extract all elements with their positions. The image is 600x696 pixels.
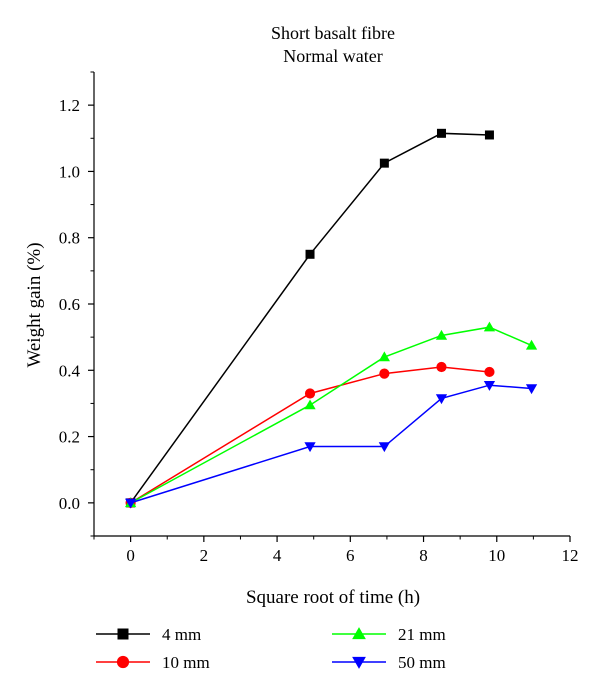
series-10-mm [125,361,495,508]
data-point-50-mm-4 [483,380,496,391]
legend: 4 mm 10 mm 21 mm 50 mm [96,625,446,672]
chart-title-line-2: Normal water [283,46,382,66]
x-tick-label-10: 10 [488,546,505,565]
legend-marker-4-mm [117,628,129,640]
legend-label-4-mm: 4 mm [162,625,201,644]
y-tick-label-0.6: 0.6 [59,295,80,314]
x-axis-label: Square root of time (h) [246,587,420,608]
y-tick-label-0.4: 0.4 [59,361,81,380]
chart-title: Short basalt fibre Normal water [271,23,395,66]
legend-label-50-mm: 50 mm [398,653,446,672]
y-tick-label-1.2: 1.2 [59,96,80,115]
data-point-21-mm-4 [483,321,496,332]
legend-marker-10-mm [116,655,130,669]
data-point-50-mm-1 [304,442,316,453]
data-point-50-mm-5 [525,384,538,395]
legend-item-10-mm: 10 mm [96,653,210,672]
axes: 0 2 4 6 8 10 12 0.0 0.2 0.4 0.6 0.8 1.0 1.2 [59,71,579,565]
y-tick-label-0.2: 0.2 [59,428,80,447]
data-point-50-mm-2 [378,442,390,453]
legend-item-4-mm: 4 mm [96,625,201,644]
y-tick-label-0.8: 0.8 [59,229,80,248]
data-point-4-mm-1 [305,249,315,259]
series-21-mm [124,321,538,508]
series-line-50-mm [130,384,532,504]
x-tick-label-12: 12 [562,546,579,565]
legend-item-50-mm: 50 mm [332,653,446,672]
data-point-10-mm-2 [379,368,390,379]
data-point-50-mm-0 [124,498,137,509]
series-line-21-mm [130,326,532,504]
chart-title-line-1: Short basalt fibre [271,23,395,43]
data-point-10-mm-3 [436,361,447,373]
x-tick-label-4: 4 [273,546,282,565]
series-layer [124,128,538,509]
x-tick-label-6: 6 [346,546,355,565]
legend-label-21-mm: 21 mm [398,625,446,644]
y-axis-label: Weight gain (%) [24,242,45,367]
data-point-50-mm-3 [435,394,448,405]
data-point-21-mm-3 [435,329,448,340]
data-point-4-mm-3 [436,128,446,138]
data-point-21-mm-2 [378,351,390,362]
legend-item-21-mm: 21 mm [332,625,446,644]
data-point-21-mm-1 [304,399,316,410]
data-point-10-mm-4 [484,366,495,378]
data-point-10-mm-1 [304,388,316,399]
x-tick-label-0: 0 [126,546,135,565]
legend-marker-50-mm [352,656,366,669]
legend-label-10-mm: 10 mm [162,653,210,672]
y-tick-label-1: 1.0 [59,162,80,181]
x-tick-label-2: 2 [200,546,209,565]
data-point-4-mm-2 [379,158,389,168]
y-tick-label-0: 0.0 [59,494,80,513]
series-50-mm [124,380,538,509]
data-point-21-mm-5 [525,339,538,350]
legend-marker-21-mm [352,627,366,640]
x-tick-label-8: 8 [419,546,428,565]
data-point-4-mm-4 [484,130,494,140]
series-line-10-mm [130,366,490,504]
